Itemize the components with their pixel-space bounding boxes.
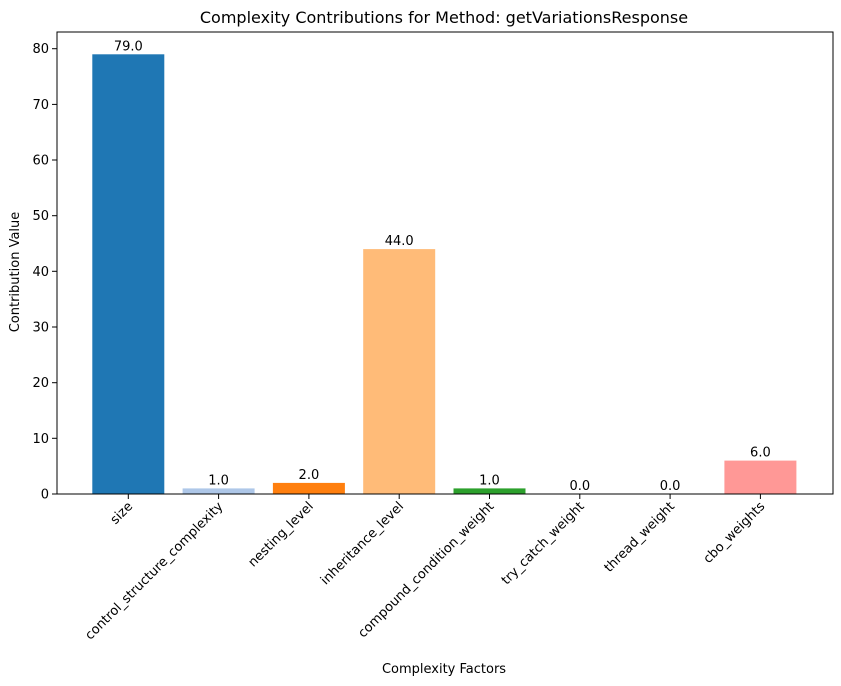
bars-group <box>92 54 797 495</box>
value-labels-group: 79.0 1.0 2.0 44.0 1.0 0.0 0.0 6.0 <box>114 39 771 494</box>
x-tick-label-thread-weight: thread_weight <box>602 499 678 575</box>
bar-control-structure-complexity <box>182 488 255 494</box>
x-tick-label-size: size <box>108 499 136 527</box>
bar-nesting-level <box>272 482 345 494</box>
bar-cbo-weights <box>724 460 797 494</box>
value-label-inheritance-level: 44.0 <box>385 234 414 249</box>
x-tick-label-cbo-weights: cbo_weights <box>701 499 769 567</box>
y-tick-label-0: 0 <box>41 488 49 503</box>
y-tick-label-20: 20 <box>32 376 49 391</box>
value-label-control-structure-complexity: 1.0 <box>208 473 229 488</box>
y-axis-label: Contribution Value <box>8 212 23 333</box>
y-tick-label-50: 50 <box>32 209 49 224</box>
x-tick-label-control-structure-complexity: control_structure_complexity <box>82 499 226 643</box>
bar-inheritance-level <box>363 249 436 494</box>
value-label-size: 79.0 <box>114 39 143 54</box>
value-label-compound-condition-weight: 1.0 <box>479 473 500 488</box>
value-label-try-catch-weight: 0.0 <box>569 479 590 494</box>
y-tick-label-10: 10 <box>32 432 49 447</box>
value-label-cbo-weights: 6.0 <box>750 446 771 461</box>
chart-title: Complexity Contributions for Method: get… <box>200 8 688 27</box>
y-axis: 0 10 20 30 40 50 60 70 80 <box>32 42 57 503</box>
y-tick-label-80: 80 <box>32 42 49 57</box>
y-tick-label-60: 60 <box>32 154 49 169</box>
value-label-nesting-level: 2.0 <box>299 468 320 483</box>
x-tick-label-try-catch-weight: try_catch_weight <box>499 499 588 588</box>
y-tick-label-40: 40 <box>32 265 49 280</box>
x-tick-label-nesting-level: nesting_level <box>246 499 317 570</box>
plot-area-frame <box>56 31 834 495</box>
y-tick-label-70: 70 <box>32 98 49 113</box>
y-tick-label-30: 30 <box>32 321 49 336</box>
x-tick-label-inheritance-level: inheritance_level <box>318 499 407 588</box>
value-label-thread-weight: 0.0 <box>660 479 681 494</box>
bar-size <box>92 54 165 495</box>
x-axis-label: Complexity Factors <box>382 662 506 677</box>
bar-compound-condition-weight <box>453 488 526 494</box>
